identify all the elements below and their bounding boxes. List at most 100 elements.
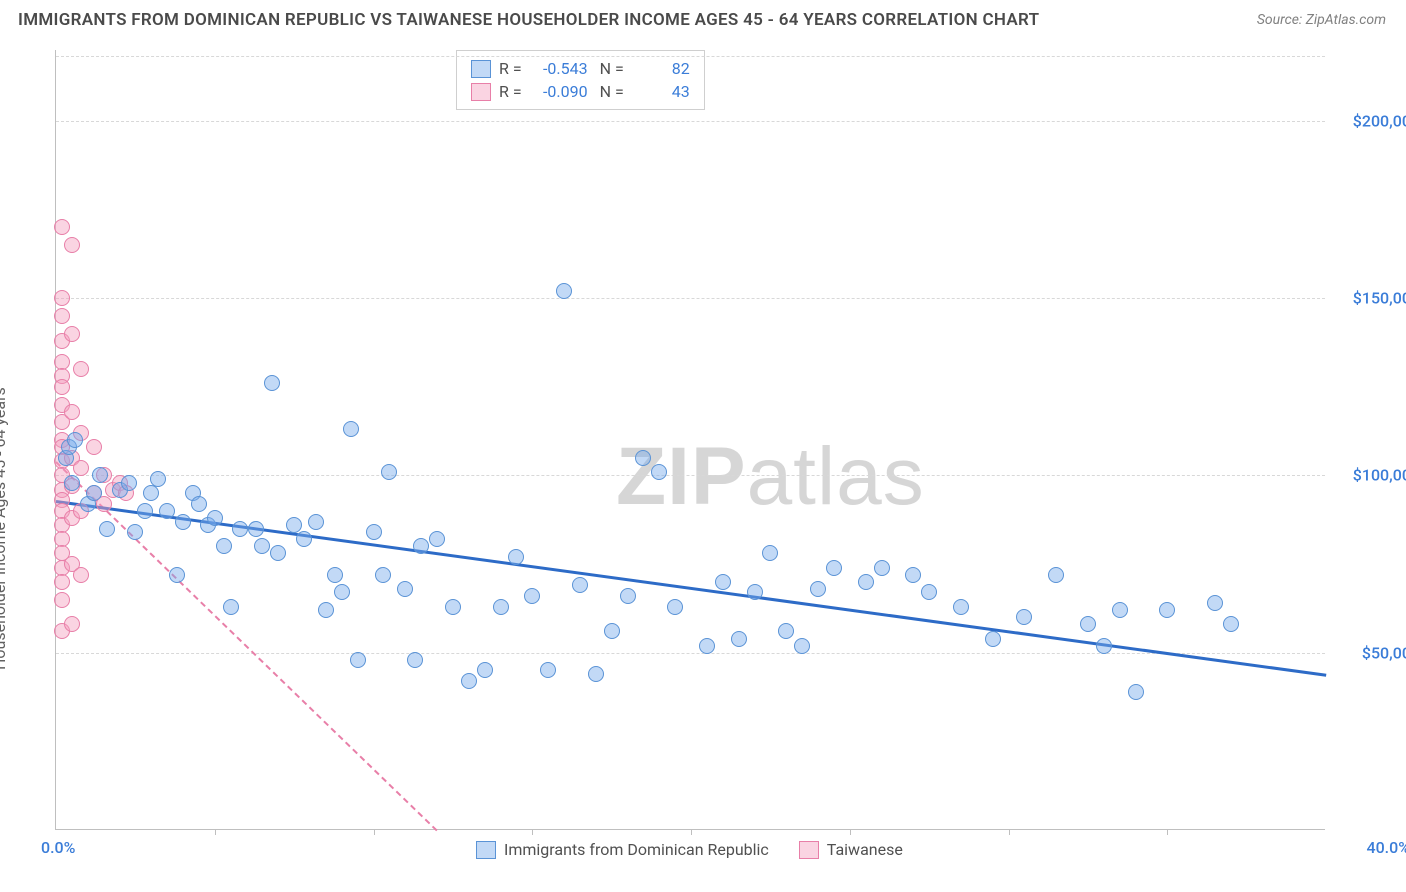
point-immigrants [826,560,842,576]
point-immigrants [794,638,810,654]
point-taiwanese [73,460,89,476]
point-taiwanese [54,592,70,608]
legend-item-immigrants: Immigrants from Dominican Republic [476,840,769,859]
x-axis-max: 40.0% [1366,838,1406,857]
point-immigrants [1048,567,1064,583]
swatch-icon [471,60,491,78]
point-immigrants [921,584,937,600]
point-taiwanese [86,439,102,455]
point-immigrants [1128,684,1144,700]
point-immigrants [150,471,166,487]
x-tick [215,829,216,835]
x-tick [850,829,851,835]
y-axis-label: Householder Income Ages 45 - 64 years [0,387,9,670]
point-immigrants [99,521,115,537]
stats-row-taiwanese: R = -0.090 N = 43 [471,80,690,103]
point-immigrants [1016,609,1032,625]
point-immigrants [318,602,334,618]
y-tick-label: $150,000 [1353,289,1406,308]
point-immigrants [350,652,366,668]
y-tick-label: $100,000 [1353,466,1406,485]
x-tick [532,829,533,835]
point-immigrants [334,584,350,600]
point-immigrants [524,588,540,604]
point-immigrants [232,521,248,537]
x-tick [691,829,692,835]
point-immigrants [296,531,312,547]
point-immigrants [366,524,382,540]
point-immigrants [905,567,921,583]
point-immigrants [375,567,391,583]
point-immigrants [556,283,572,299]
point-immigrants [1112,602,1128,618]
point-immigrants [137,503,153,519]
swatch-icon [471,83,491,101]
point-immigrants [169,567,185,583]
x-tick [1167,829,1168,835]
point-immigrants [778,623,794,639]
gridline [56,475,1325,476]
point-immigrants [207,510,223,526]
point-immigrants [397,581,413,597]
point-immigrants [493,599,509,615]
point-immigrants [413,538,429,554]
swatch-icon [476,841,496,859]
point-taiwanese [54,308,70,324]
point-immigrants [635,450,651,466]
point-immigrants [254,538,270,554]
point-taiwanese [54,379,70,395]
point-immigrants [715,574,731,590]
gridline [56,121,1325,122]
point-taiwanese [54,219,70,235]
point-immigrants [762,545,778,561]
point-immigrants [159,503,175,519]
point-immigrants [810,581,826,597]
point-immigrants [216,538,232,554]
point-taiwanese [64,616,80,632]
point-immigrants [381,464,397,480]
gridline [56,653,1325,654]
point-immigrants [286,517,302,533]
point-taiwanese [54,290,70,306]
point-immigrants [127,524,143,540]
swatch-icon [799,841,819,859]
point-immigrants [1159,602,1175,618]
point-immigrants [67,432,83,448]
legend-item-taiwanese: Taiwanese [799,840,903,859]
point-immigrants [604,623,620,639]
point-immigrants [270,545,286,561]
point-immigrants [175,514,191,530]
point-immigrants [858,574,874,590]
point-immigrants [699,638,715,654]
point-immigrants [223,599,239,615]
x-axis-min: 0.0% [41,838,75,857]
point-immigrants [874,560,890,576]
y-tick-label: $200,000 [1353,111,1406,130]
bottom-legend: Immigrants from Dominican Republic Taiwa… [476,840,903,859]
point-taiwanese [73,567,89,583]
point-immigrants [985,631,1001,647]
x-tick [374,829,375,835]
point-immigrants [92,467,108,483]
point-immigrants [121,475,137,491]
point-taiwanese [64,404,80,420]
point-immigrants [407,652,423,668]
point-immigrants [588,666,604,682]
y-tick-label: $50,000 [1362,643,1406,662]
x-tick [1009,829,1010,835]
point-immigrants [651,464,667,480]
point-immigrants [667,599,683,615]
point-immigrants [327,567,343,583]
point-immigrants [248,521,264,537]
point-immigrants [461,673,477,689]
plot-area: ZIPatlas R = -0.543 N = 82 R = -0.090 N … [55,50,1325,830]
point-immigrants [143,485,159,501]
point-immigrants [572,577,588,593]
point-immigrants [477,662,493,678]
point-immigrants [86,485,102,501]
point-immigrants [64,475,80,491]
point-immigrants [343,421,359,437]
gridline [56,298,1325,299]
point-immigrants [1223,616,1239,632]
trend-line [55,462,437,832]
